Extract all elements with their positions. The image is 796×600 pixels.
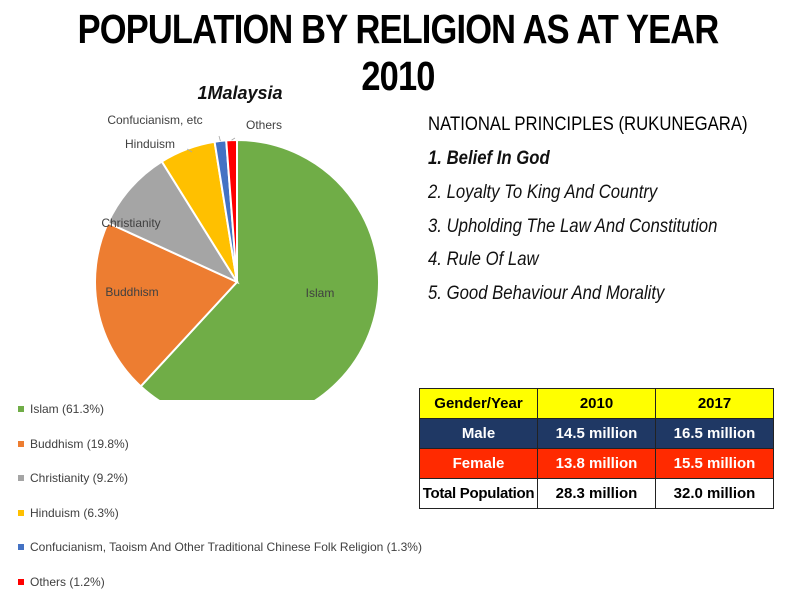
legend-item: Buddhism (19.8%) <box>18 437 129 451</box>
table-header-row: Gender/Year 2010 2017 <box>419 388 774 419</box>
principle-4: 4. Rule Of Law <box>428 249 539 270</box>
legend-swatch <box>18 440 24 447</box>
principle-1: 1. Belief In God <box>428 148 550 169</box>
table-cell: Female <box>419 448 538 479</box>
header-cell-2017: 2017 <box>655 388 774 419</box>
table-cell: 13.8 million <box>537 448 656 479</box>
chart-title: 1Malaysia <box>197 83 283 103</box>
legend-label: Buddhism (19.8%) <box>30 436 129 451</box>
legend-label: Islam (61.3%) <box>30 402 105 416</box>
pie-slice-others <box>225 138 238 283</box>
population-table: Gender/Year 2010 2017 Male 14.5 million … <box>419 388 774 509</box>
header-cell-gender-year: Gender/Year <box>419 388 538 419</box>
pie-slice-christianity <box>106 160 240 285</box>
table-cell: 14.5 million <box>537 418 656 449</box>
table-cell: 16.5 million <box>655 418 774 449</box>
header-cell-2010: 2010 <box>537 388 656 419</box>
pie-label-hinduism: Hinduism <box>125 137 175 151</box>
legend-label: Christianity (9.2%) <box>30 471 129 485</box>
table-row-female: Female 13.8 million 15.5 million <box>419 448 774 479</box>
principle-2: 2. Loyalty To King And Country <box>428 182 658 203</box>
pie-label-christianity: Christianity <box>101 216 160 230</box>
legend-label: Confucianism, Taoism And Other Tradition… <box>30 540 422 554</box>
table-cell: 32.0 million <box>655 478 774 509</box>
legend-item: Islam (61.3%) <box>18 402 104 416</box>
table-row-male: Male 14.5 million 16.5 million <box>419 418 774 449</box>
table-cell: Total Population <box>419 478 538 509</box>
principle-3: 3. Upholding The Law And Constitution <box>428 216 718 237</box>
legend-swatch <box>18 544 24 550</box>
pie-label-buddhism: Buddhism <box>105 285 158 299</box>
national-principles: NATIONAL PRINCIPLES (RUKUNEGARA) 1. Beli… <box>428 114 791 304</box>
pie-label-confucianism-etc: Confucianism, etc <box>107 113 202 127</box>
leader-line-others <box>231 137 236 141</box>
legend-item: Others (1.2%) <box>18 575 105 589</box>
pie-chart: Islam Buddhism Christianity Hinduism Confuci… <box>94 113 380 400</box>
legend-swatch <box>18 406 24 412</box>
leader-line-confucianism-etc <box>218 135 221 142</box>
principles-heading: NATIONAL PRINCIPLES (RUKUNEGARA) <box>428 114 748 135</box>
legend-label: Hinduism (6.3%) <box>30 505 119 520</box>
table-cell: Male <box>419 418 538 449</box>
legend-label: Others (1.2%) <box>30 574 105 589</box>
table-cell: 28.3 million <box>537 478 656 509</box>
pie-label-others: Others <box>246 118 282 132</box>
legend-swatch <box>18 475 24 481</box>
main-title: POPULATION BY RELIGION AS AT YEAR 2010 <box>77 6 720 99</box>
leader-line-hinduism <box>186 148 193 153</box>
legend-swatch <box>18 578 24 585</box>
principle-5: 5. Good Behaviour And Morality <box>428 283 665 304</box>
legend-swatch <box>18 509 24 516</box>
table-row-total: Total Population 28.3 million 32.0 milli… <box>419 478 774 509</box>
pie-slice-buddhism <box>94 221 239 388</box>
table-cell: 15.5 million <box>655 448 774 479</box>
legend-item: Christianity (9.2%) <box>18 471 128 485</box>
pie-label-islam: Islam <box>306 286 335 300</box>
legend-item: Confucianism, Taoism And Other Tradition… <box>18 540 422 554</box>
legend-item: Hinduism (6.3%) <box>18 506 119 520</box>
pie-slice-islam <box>139 138 380 400</box>
